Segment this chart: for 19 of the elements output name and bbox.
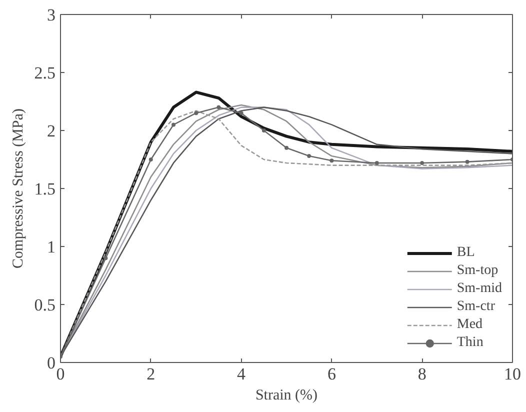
y-tick-label: 3 (47, 6, 56, 24)
legend-label: Sm-ctr (456, 298, 495, 316)
legend-label: Sm-top (456, 262, 498, 280)
y-tick-label: 2 (47, 122, 56, 140)
y-tick-label: 0.5 (34, 296, 56, 314)
x-tick-label: 10 (504, 364, 521, 384)
x-tick-label: 6 (327, 364, 336, 384)
legend-label: Sm-mid (456, 280, 502, 298)
x-tick-label: 4 (237, 364, 246, 384)
y-axis-title: Compressive Stress (MPa) (10, 108, 26, 268)
x-tick-label: 8 (418, 364, 426, 384)
legend-label: BL (456, 244, 476, 262)
legend-label: Med (456, 316, 483, 334)
x-axis-title: Strain (%) (255, 388, 318, 404)
x-tick-label: 2 (146, 364, 156, 384)
y-tick-label: 2.5 (34, 64, 56, 82)
y-tick-label: 1 (47, 238, 56, 256)
legend-label: Thin (456, 334, 484, 352)
y-tick-label: 1.5 (34, 180, 56, 198)
